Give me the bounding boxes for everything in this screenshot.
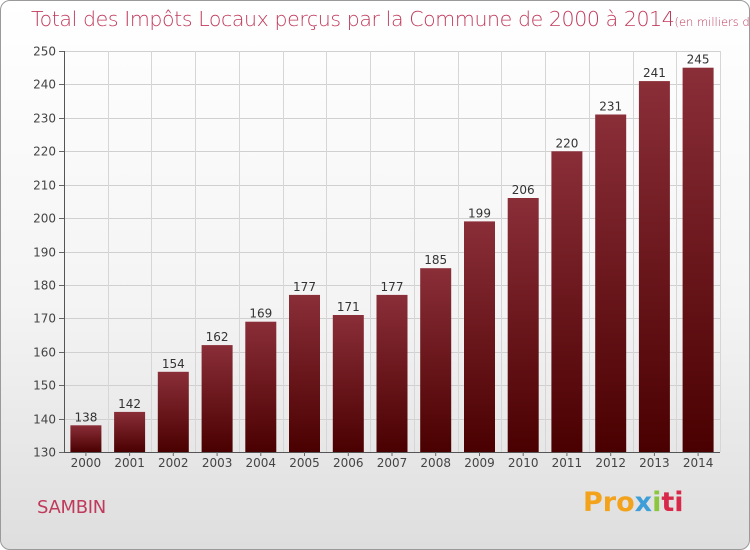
bars: [70, 67, 714, 453]
y-tick-label: 180: [33, 279, 56, 293]
bar: [595, 114, 627, 452]
labels: 130 140 150 160 170 180 190 200 210 220 230 240 250 1…: [33, 45, 713, 471]
bar: [507, 198, 539, 452]
bar-value-label: 199: [468, 206, 491, 220]
x-tick-label: 2006: [333, 456, 364, 470]
axes: [59, 51, 720, 456]
y-tick-label: 130: [33, 446, 56, 460]
y-tick-label: 220: [33, 145, 56, 159]
title-unit-note: (en milliers d'€): [674, 15, 750, 29]
bar: [376, 294, 408, 452]
bar: [114, 411, 146, 452]
bar-value-label: 231: [599, 100, 622, 114]
x-tick-label: 2001: [114, 456, 145, 470]
logo-part-2: x: [634, 487, 653, 518]
y-tick-label: 210: [33, 179, 56, 193]
y-tick-label: 150: [33, 379, 56, 393]
bar-value-label: 171: [337, 300, 360, 314]
bar: [157, 371, 189, 452]
bar-value-label: 154: [162, 357, 185, 371]
x-tick-label: 2008: [420, 456, 451, 470]
x-tick-label: 2005: [289, 456, 320, 470]
bar-value-label: 245: [687, 53, 710, 67]
logo-part-3: i: [652, 487, 662, 518]
bar: [551, 151, 583, 453]
bar: [464, 221, 495, 452]
logo-part-4: ti: [661, 487, 684, 518]
bar: [245, 321, 277, 452]
x-tick-label: 2003: [202, 456, 233, 470]
x-tick-label: 2014: [683, 456, 714, 470]
y-tick-label: 230: [33, 112, 56, 126]
y-tick-label: 160: [33, 346, 56, 360]
bar-value-label: 241: [643, 66, 666, 80]
x-tick-label: 2011: [552, 456, 583, 470]
bar-value-label: 206: [512, 183, 535, 197]
x-tick-label: 2013: [639, 456, 670, 470]
commune-name: SAMBIN: [37, 497, 106, 518]
x-tick-label: 2012: [595, 456, 626, 470]
bar-value-label: 138: [74, 410, 97, 424]
y-tick-label: 170: [33, 312, 56, 326]
bar-value-label: 142: [118, 397, 141, 411]
bar-value-label: 177: [381, 280, 404, 294]
x-tick-label: 2010: [508, 456, 539, 470]
bar-value-label: 169: [249, 307, 272, 321]
x-tick-label: 2004: [246, 456, 277, 470]
bar-value-label: 162: [206, 330, 229, 344]
y-tick-label: 250: [33, 45, 56, 59]
bar: [420, 268, 452, 452]
bar: [289, 294, 320, 452]
logo-part-1: Pro: [583, 487, 635, 518]
bar-value-label: 177: [293, 280, 316, 294]
bar-value-label: 220: [555, 136, 578, 150]
bar: [201, 345, 233, 452]
chart-title: Total des Impôts Locaux perçus par la Co…: [31, 7, 750, 31]
bar: [332, 315, 364, 452]
x-tick-label: 2000: [71, 456, 102, 470]
proxiti-logo[interactable]: Proxiti: [583, 487, 684, 518]
x-tick-label: 2009: [464, 456, 495, 470]
y-tick-label: 240: [33, 78, 56, 92]
bar-value-label: 185: [424, 253, 447, 267]
y-tick-label: 190: [33, 246, 56, 260]
title-text: Total des Impôts Locaux perçus par la Co…: [31, 7, 675, 31]
bar: [70, 425, 102, 452]
y-tick-label: 140: [33, 413, 56, 427]
x-tick-label: 2002: [158, 456, 189, 470]
y-tick-label: 200: [33, 212, 56, 226]
x-tick-label: 2007: [377, 456, 408, 470]
bar: [682, 67, 714, 452]
bar: [638, 81, 670, 452]
